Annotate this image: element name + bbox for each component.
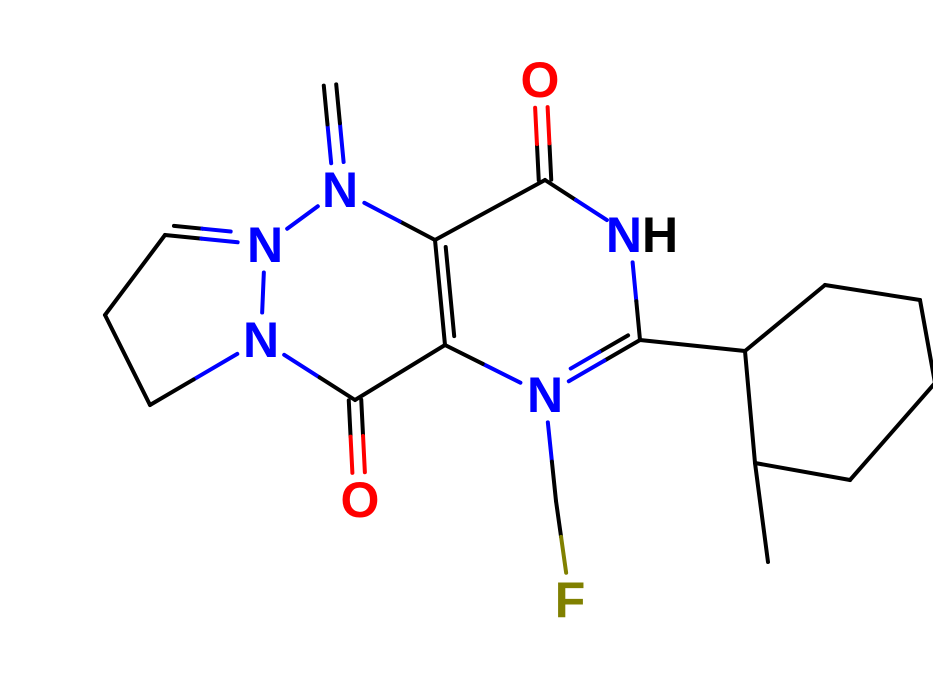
bond: [364, 203, 399, 222]
bond: [755, 463, 850, 480]
bond: [920, 300, 933, 383]
bond: [633, 262, 637, 301]
atom-label-f: F: [555, 572, 586, 628]
bond: [552, 462, 556, 501]
bond: [561, 537, 566, 573]
atom-label-n: N: [243, 312, 279, 368]
bond: [355, 345, 445, 400]
molecule-diagram: NNONONHNF: [0, 0, 933, 681]
bond: [194, 354, 238, 380]
bond: [351, 437, 353, 473]
bond: [535, 108, 537, 144]
bond: [349, 400, 351, 436]
bond: [537, 144, 539, 180]
bond: [569, 361, 605, 382]
atom-label-o: O: [521, 52, 560, 108]
bond: [446, 247, 454, 336]
bond: [340, 123, 344, 162]
atom-label-n: N: [527, 367, 563, 423]
atom-label-n: N: [247, 217, 283, 273]
bond: [150, 379, 194, 405]
bond: [483, 364, 521, 383]
bond: [435, 180, 545, 240]
bond: [435, 240, 445, 345]
bond: [336, 84, 340, 123]
bond: [320, 377, 355, 400]
bond: [324, 86, 328, 125]
bond: [174, 226, 202, 229]
bond: [556, 501, 561, 537]
bond: [549, 143, 551, 179]
bond: [287, 206, 318, 228]
bond: [165, 235, 201, 239]
bond: [445, 345, 483, 364]
bond: [400, 221, 435, 240]
bond: [545, 180, 576, 200]
bond: [284, 355, 319, 378]
bond: [576, 200, 607, 220]
bond: [327, 124, 331, 163]
bond: [755, 463, 768, 562]
bond: [262, 272, 264, 312]
bond: [201, 239, 237, 243]
bond: [548, 422, 552, 461]
bond: [363, 436, 365, 472]
atom-label-n: N: [322, 162, 358, 218]
bond: [105, 315, 150, 405]
bond: [361, 400, 363, 436]
bond: [850, 383, 933, 480]
bond: [202, 229, 230, 232]
bond: [825, 285, 920, 300]
bond: [604, 340, 640, 361]
atom-label-n: NH: [606, 207, 678, 263]
bond: [640, 340, 745, 351]
bond: [548, 107, 550, 143]
atom-label-o: O: [341, 472, 380, 528]
bond: [745, 285, 825, 351]
bond: [745, 351, 755, 463]
bond: [636, 301, 640, 340]
bond: [105, 235, 165, 315]
